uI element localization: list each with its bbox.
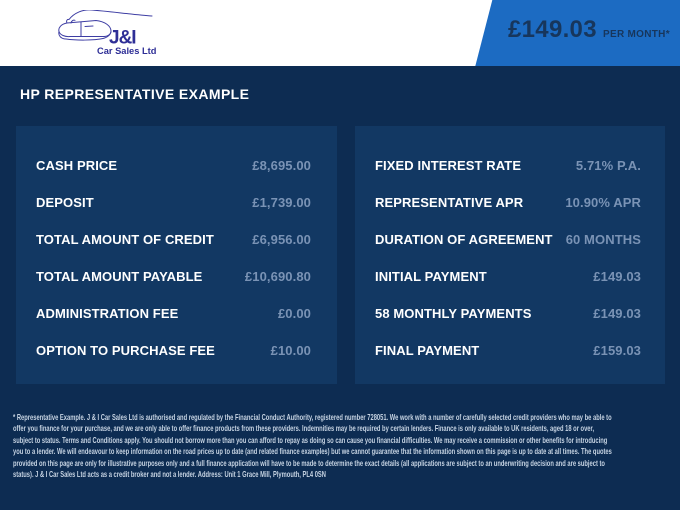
svg-text:Car Sales Ltd: Car Sales Ltd [97,46,157,56]
